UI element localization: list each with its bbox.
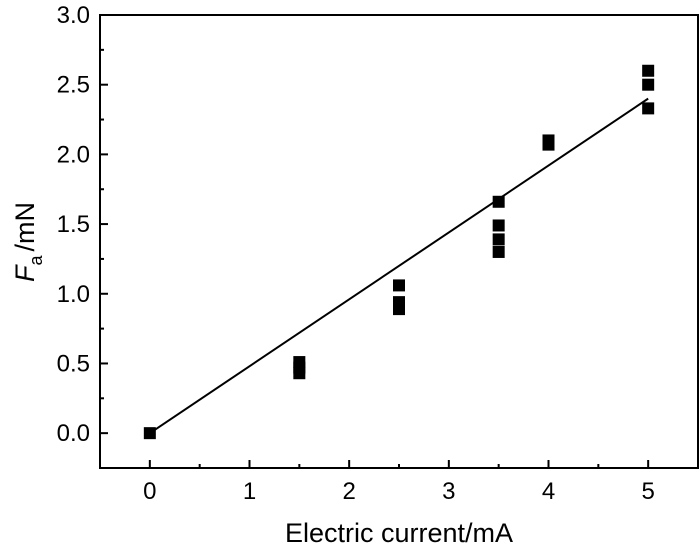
y-axis-label: Fa/mN <box>10 202 46 282</box>
data-point <box>492 245 505 258</box>
y-tick-label: 0.0 <box>57 420 90 447</box>
data-point <box>642 102 655 115</box>
data-point <box>293 356 306 369</box>
data-point <box>393 296 405 309</box>
x-tick-label: 2 <box>342 478 355 505</box>
x-tick-label: 1 <box>243 478 256 505</box>
fit-line <box>149 97 649 434</box>
data-point <box>492 195 505 208</box>
y-axis-label-subscript: a <box>26 255 46 266</box>
plot-frame <box>99 14 699 469</box>
x-tick-label: 5 <box>641 478 654 505</box>
y-axis-label-unit: /mN <box>10 202 40 252</box>
data-point <box>492 233 505 246</box>
y-tick-label: 1.5 <box>57 211 90 238</box>
data-point <box>492 219 505 232</box>
data-points <box>143 64 655 440</box>
data-point <box>393 279 405 292</box>
tick-labels: 0 1 2 3 4 5 0.0 0.5 1.0 1.5 2.0 2.5 3.0 <box>57 2 655 505</box>
data-point <box>143 427 156 440</box>
axis-ticks <box>100 14 650 468</box>
x-tick-label: 3 <box>442 478 455 505</box>
x-tick-label: 4 <box>542 478 555 505</box>
data-point <box>542 134 555 147</box>
y-tick-label: 0.5 <box>57 350 90 377</box>
y-tick-label: 2.0 <box>57 141 90 168</box>
x-tick-label: 0 <box>143 478 156 505</box>
y-axis-label-symbol: F <box>10 264 40 282</box>
x-axis-label: Electric current/mA <box>285 518 513 548</box>
data-point <box>642 78 655 91</box>
y-tick-label: 3.0 <box>57 2 90 29</box>
y-tick-label: 2.5 <box>57 72 90 99</box>
data-point <box>642 64 655 77</box>
y-tick-label: 1.0 <box>57 281 90 308</box>
